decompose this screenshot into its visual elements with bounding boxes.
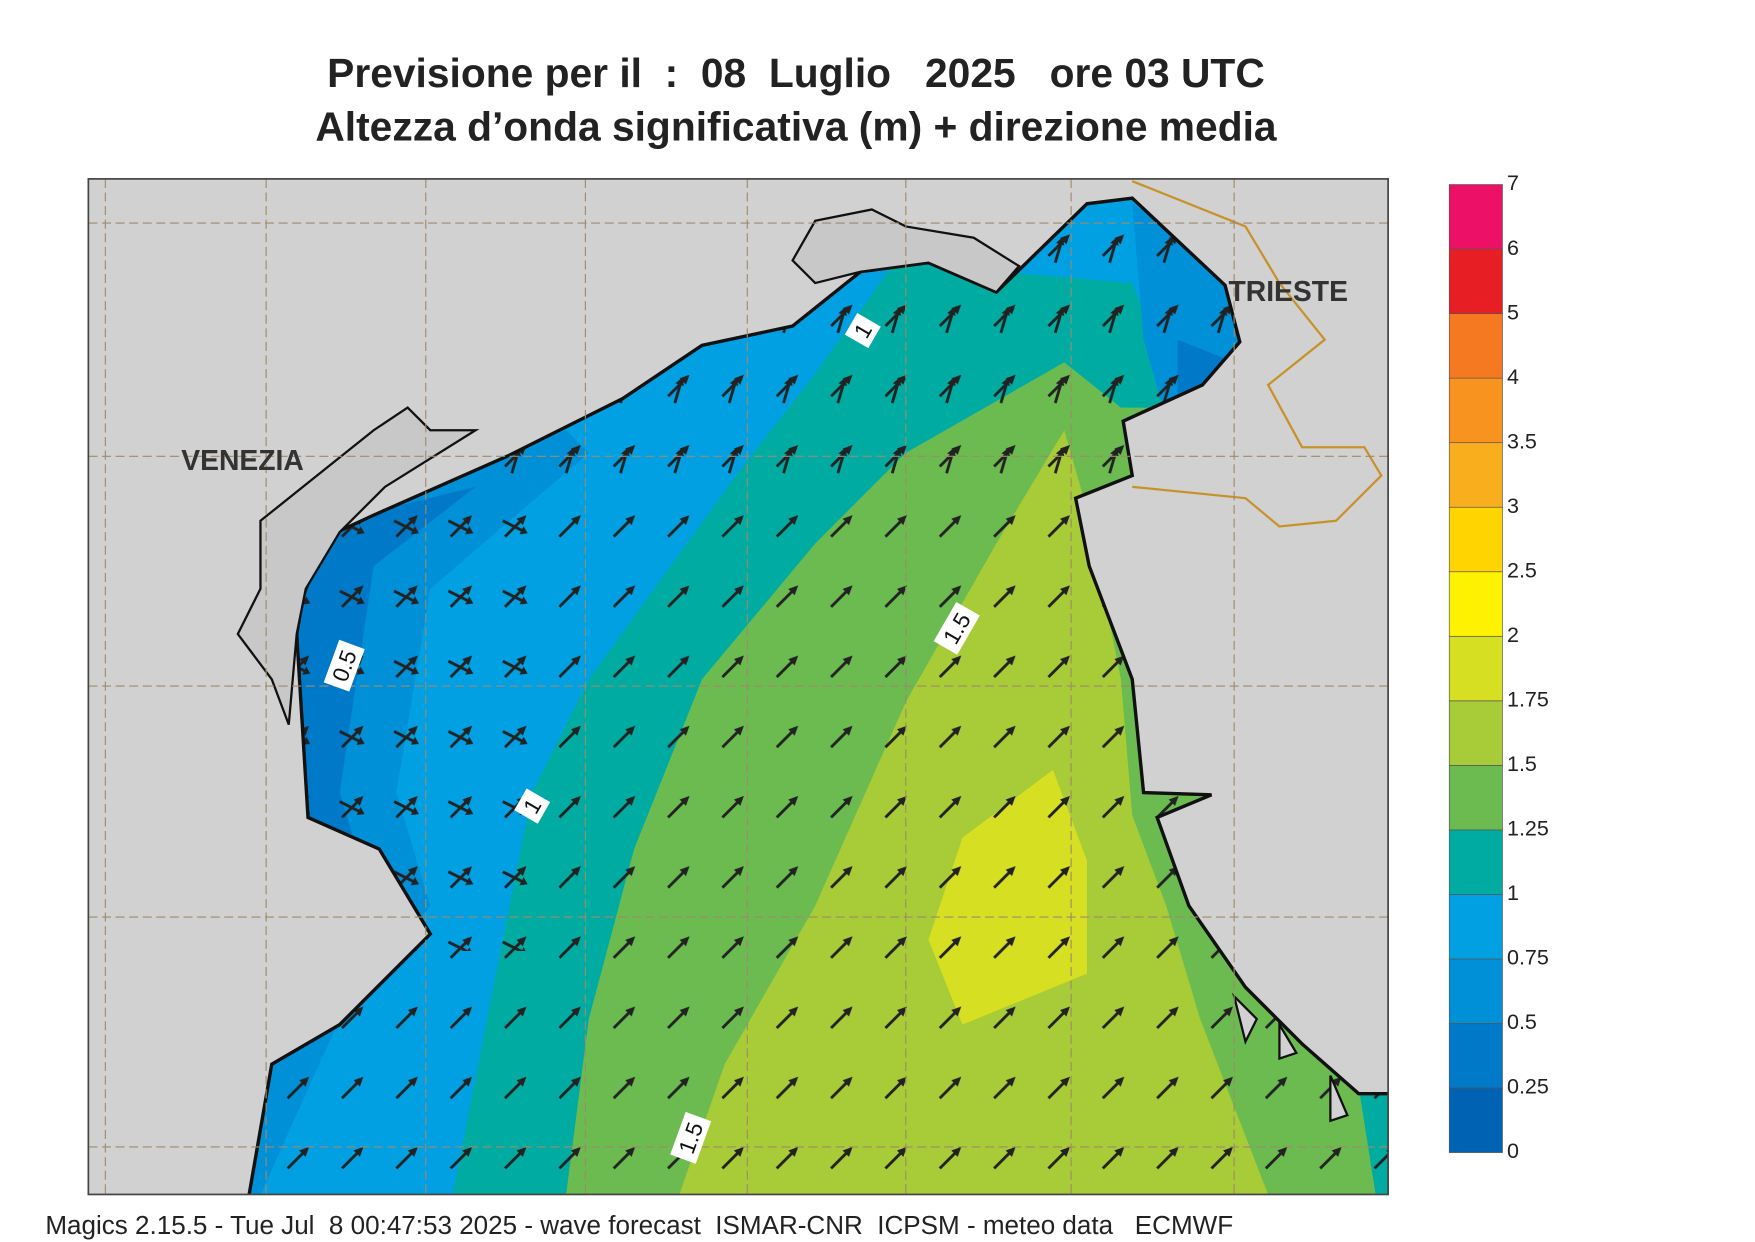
footer: Magics 2.15.5 - Tue Jul 8 00:47:53 2025 … (45, 1210, 1233, 1240)
colorbar-segment (1448, 958, 1503, 1024)
contour-label: 0.5 (323, 639, 365, 692)
colorbar-label: 0 (1507, 1139, 1519, 1163)
colorbar-label: 2.5 (1507, 558, 1537, 582)
colorbar-label: 2 (1507, 623, 1519, 647)
title-line: Previsione per il : 08 Luglio 2025 ore 0… (327, 50, 1265, 96)
colorbar-segment (1448, 313, 1503, 379)
colorbar-segment (1448, 829, 1503, 895)
colorbar-label: 3.5 (1507, 429, 1537, 453)
contour-label: 1 (844, 313, 881, 349)
colorbar-segment (1448, 184, 1503, 250)
colorbar-segment (1448, 700, 1503, 766)
colorbar-label: 1.75 (1507, 688, 1549, 712)
colorbar-label: 1.25 (1507, 817, 1549, 841)
colorbar-label: 0.5 (1507, 1010, 1537, 1034)
colorbar-segment (1448, 506, 1503, 573)
map: VENEZIA TRIESTE 1 0.5 1.5 1 1.5 (88, 178, 1389, 1195)
colorbar-segment (1448, 442, 1503, 508)
map-frame (87, 178, 1389, 1196)
colorbar-label: 0.25 (1507, 1075, 1549, 1099)
colorbar-label: 1.5 (1507, 752, 1537, 776)
colorbar: 0 0.25 0.5 0.75 1 1.25 1.5 1.75 2 2.5 3 3.5 4 5 6 7 (1448, 171, 1549, 1163)
colorbar-segment (1448, 894, 1503, 960)
graticule (88, 178, 1389, 1195)
colorbar-segment (1448, 1087, 1503, 1153)
colorbar-label: 1 (1507, 881, 1519, 905)
colorbar-label: 6 (1507, 236, 1519, 260)
colorbar-label: 4 (1507, 365, 1519, 389)
colorbar-label: 0.75 (1507, 946, 1549, 970)
place-label: VENEZIA (181, 444, 304, 476)
place-label: TRIESTE (1228, 275, 1348, 307)
colorbar-label: 7 (1507, 171, 1519, 195)
border (1131, 180, 1383, 528)
colorbar-label: 5 (1507, 300, 1519, 324)
contour-label: 1 (514, 788, 551, 824)
colorbar-segment (1448, 635, 1503, 702)
colorbar-label: 3 (1507, 494, 1519, 518)
colorbar-segment (1448, 765, 1503, 831)
lagoon (236, 406, 480, 725)
title-line: Altezza d’onda significativa (m) + direz… (315, 103, 1277, 149)
coastline (247, 196, 1389, 1195)
colorbar-segment (1448, 1023, 1503, 1089)
colorbar-segment (1448, 248, 1503, 314)
colorbar-segment (1448, 377, 1503, 444)
island (1232, 992, 1349, 1123)
colorbar-segment (1448, 571, 1503, 637)
